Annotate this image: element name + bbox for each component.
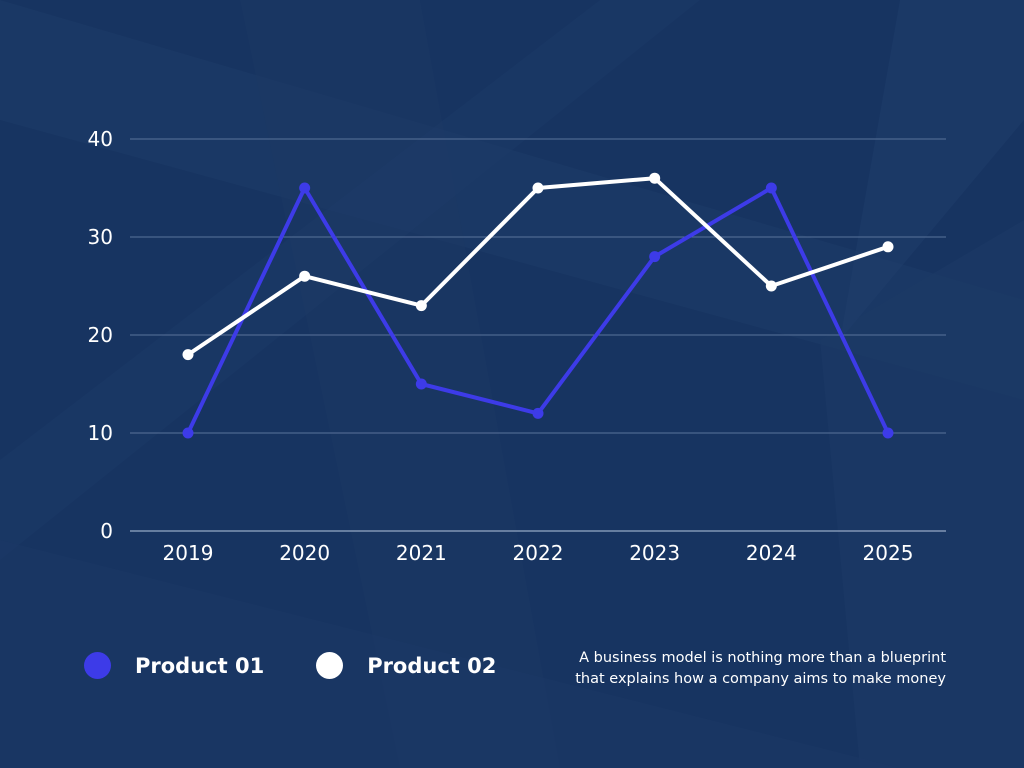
x-tick-label: 2021 — [396, 541, 447, 565]
legend-item-product-02: Product 02 — [316, 652, 496, 679]
legend: Product 01 Product 02 — [84, 652, 548, 679]
data-point-series-2-2024 — [765, 280, 777, 292]
y-tick-label: 40 — [88, 127, 113, 151]
legend-swatch-product-02 — [316, 652, 344, 679]
data-point-series-2-2019 — [182, 349, 194, 361]
data-point-series-2-2025 — [882, 241, 894, 253]
series-line-2 — [186, 176, 889, 357]
data-point-series-1-2023 — [649, 251, 661, 263]
data-point-series-2-2023 — [649, 172, 661, 184]
caption-line-2: that explains how a company aims to make… — [575, 671, 946, 687]
y-tick-label: 30 — [88, 225, 113, 249]
series-line-1 — [186, 186, 890, 434]
x-tick-label: 2024 — [746, 541, 797, 565]
data-point-series-1-2024 — [765, 182, 777, 194]
legend-swatch-product-01 — [84, 652, 111, 679]
y-tick-label: 10 — [88, 421, 113, 445]
legend-item-product-01: Product 01 — [84, 652, 264, 679]
data-point-series-1-2020 — [299, 182, 311, 194]
data-point-series-1-2025 — [882, 427, 894, 439]
caption-line-1: A business model is nothing more than a … — [579, 650, 946, 666]
data-point-series-1-2019 — [182, 427, 194, 439]
data-point-series-1-2021 — [415, 378, 427, 390]
caption-note: A business model is nothing more than a … — [526, 648, 946, 690]
data-point-series-2-2021 — [415, 300, 427, 312]
data-point-series-1-2022 — [532, 407, 544, 419]
x-tick-label: 2023 — [629, 541, 680, 565]
y-tick-label: 20 — [88, 323, 113, 347]
data-point-series-2-2022 — [532, 182, 544, 194]
x-tick-label: 2020 — [279, 541, 330, 565]
x-tick-label: 2019 — [163, 541, 214, 565]
y-tick-label: 0 — [100, 519, 113, 543]
legend-label-product-02: Product 02 — [367, 653, 497, 678]
data-point-series-2-2020 — [299, 270, 311, 282]
x-tick-label: 2022 — [513, 541, 564, 565]
legend-label-product-01: Product 01 — [135, 653, 265, 678]
x-tick-label: 2025 — [863, 541, 914, 565]
